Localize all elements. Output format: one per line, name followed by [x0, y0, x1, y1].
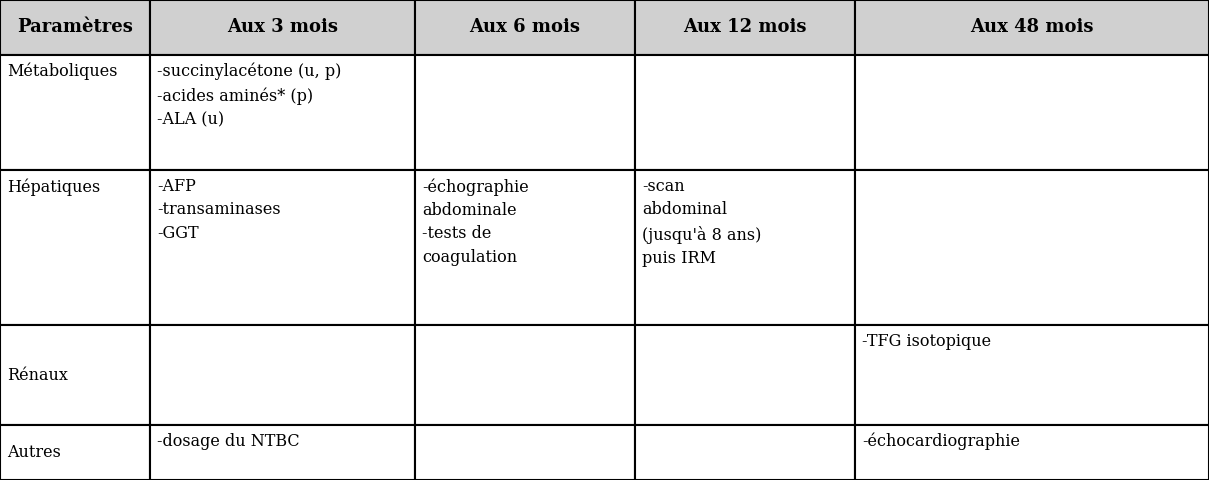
Text: -TFG isotopique: -TFG isotopique [862, 333, 991, 350]
Text: -échographie
abdominale
-tests de
coagulation: -échographie abdominale -tests de coagul… [422, 178, 528, 266]
Text: Aux 12 mois: Aux 12 mois [683, 19, 806, 36]
Text: -échocardiographie: -échocardiographie [862, 433, 1020, 451]
Text: Rénaux: Rénaux [7, 367, 68, 384]
Text: Hépatiques: Hépatiques [7, 178, 100, 195]
Text: -dosage du NTBC: -dosage du NTBC [157, 433, 300, 450]
Bar [635, 325, 855, 425]
Bar [415, 325, 635, 425]
Bar [0, 170, 150, 325]
Bar [855, 170, 1209, 325]
Text: -AFP
-transaminases
-GGT: -AFP -transaminases -GGT [157, 178, 280, 242]
Bar [0, 325, 150, 425]
Text: Paramètres: Paramètres [17, 19, 133, 36]
Bar [635, 425, 855, 480]
Text: Aux 6 mois: Aux 6 mois [469, 19, 580, 36]
Text: Autres: Autres [7, 444, 60, 461]
Bar [855, 325, 1209, 425]
Bar [855, 0, 1209, 55]
Bar [0, 425, 150, 480]
Bar [855, 425, 1209, 480]
Bar [635, 170, 855, 325]
Bar [150, 0, 415, 55]
Text: Aux 3 mois: Aux 3 mois [227, 19, 339, 36]
Bar [415, 55, 635, 170]
Bar [150, 55, 415, 170]
Bar [635, 55, 855, 170]
Bar [855, 55, 1209, 170]
Text: -succinylacétone (u, p)
-acides aminés* (p)
-ALA (u): -succinylacétone (u, p) -acides aminés* … [157, 63, 341, 128]
Bar [150, 325, 415, 425]
Text: Métaboliques: Métaboliques [7, 63, 117, 81]
Text: -scan
abdominal
(jusqu'à 8 ans)
puis IRM: -scan abdominal (jusqu'à 8 ans) puis IRM [642, 178, 762, 267]
Bar [415, 425, 635, 480]
Bar [150, 425, 415, 480]
Bar [0, 55, 150, 170]
Text: Aux 48 mois: Aux 48 mois [971, 19, 1094, 36]
Bar [415, 170, 635, 325]
Bar [0, 0, 150, 55]
Bar [415, 0, 635, 55]
Bar [635, 0, 855, 55]
Bar [150, 170, 415, 325]
